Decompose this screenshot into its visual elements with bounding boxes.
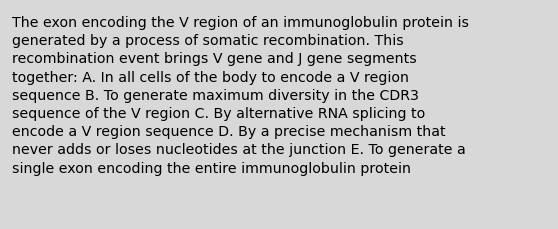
Text: The exon encoding the V region of an immunoglobulin protein is
generated by a pr: The exon encoding the V region of an imm… [12, 16, 469, 175]
